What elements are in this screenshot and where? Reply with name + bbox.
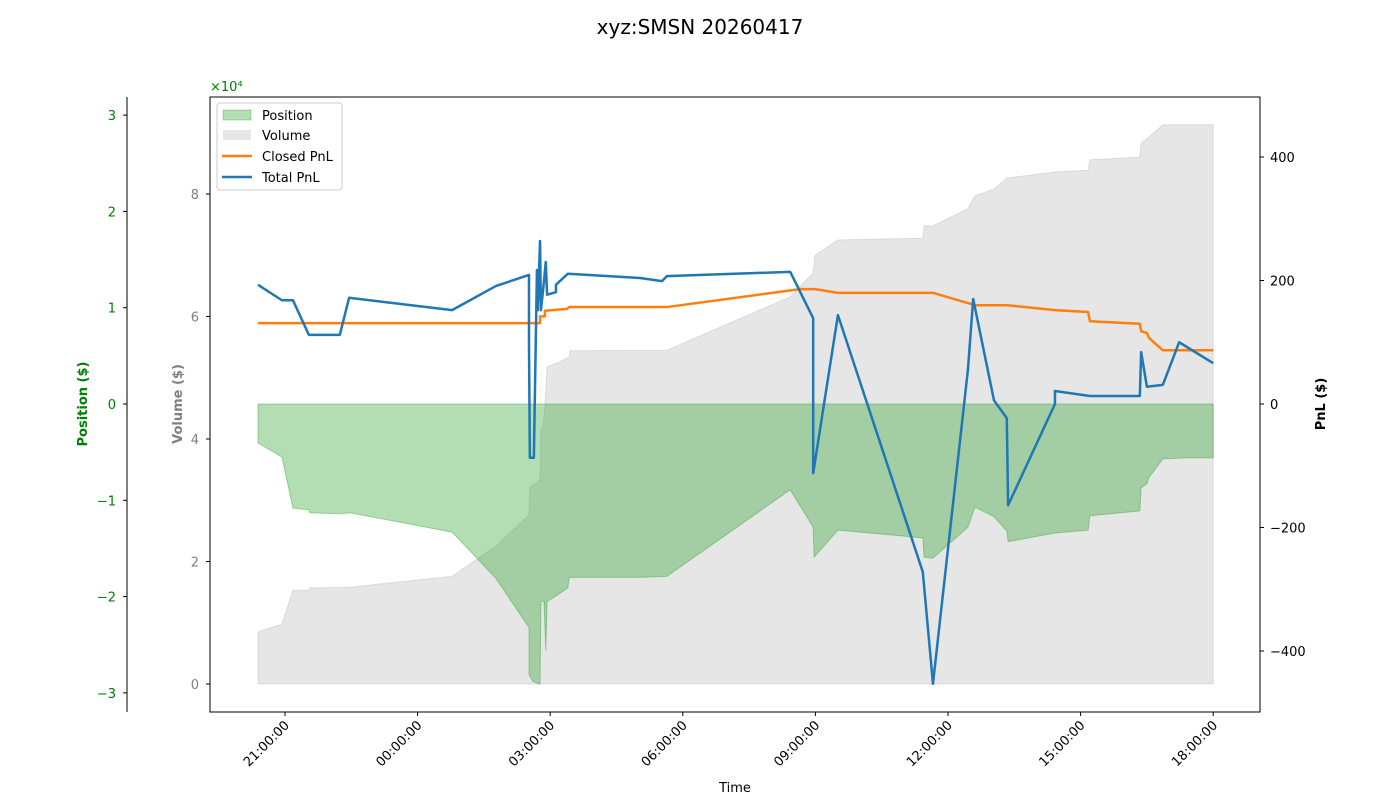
volume-tick-label: 0 xyxy=(191,678,199,693)
position-tick-label: −2 xyxy=(97,591,116,606)
legend: Position Volume Closed PnL Total PnL xyxy=(216,102,343,191)
volume-axis-label: Volume ($) xyxy=(171,364,186,444)
volume-area-layer xyxy=(257,124,1214,685)
legend-label-closed-pnl: Closed PnL xyxy=(262,150,334,165)
volume-tick-label: 6 xyxy=(191,311,199,326)
legend-swatch-position xyxy=(222,109,252,121)
position-tick-label: 3 xyxy=(108,109,116,124)
position-tick-label: 2 xyxy=(108,205,116,220)
volume-tick-label: 8 xyxy=(191,188,199,203)
pnl-lines-layer xyxy=(257,239,1214,685)
position-tick-label: 0 xyxy=(108,398,116,413)
pnl-axis-label: PnL ($) xyxy=(1314,378,1329,431)
volume-area xyxy=(257,124,1214,685)
position-area-layer xyxy=(257,403,1214,685)
legend-label-position: Position xyxy=(262,109,313,124)
closed-pnl-line xyxy=(258,287,1214,352)
x-tick-label: 09:00:00 xyxy=(771,718,823,770)
legend-label-volume: Volume xyxy=(262,129,310,144)
legend-box xyxy=(216,102,343,191)
volume-tick-label: 2 xyxy=(191,556,199,571)
x-tick-label: 06:00:00 xyxy=(639,718,691,770)
position-tick-label: −1 xyxy=(97,494,116,509)
pnl-tick-label: −200 xyxy=(1270,522,1306,537)
x-tick-label: 03:00:00 xyxy=(506,718,558,770)
chart-title: xyz:SMSN 20260417 xyxy=(597,15,804,39)
pnl-tick-label: 200 xyxy=(1270,275,1295,290)
legend-label-total-pnl: Total PnL xyxy=(261,171,320,186)
x-tick-label: 15:00:00 xyxy=(1037,718,1089,770)
position-tick-label: 1 xyxy=(108,302,116,317)
pnl-tick-label: 0 xyxy=(1270,398,1278,413)
x-tick-label: 12:00:00 xyxy=(904,718,956,770)
legend-swatch-volume xyxy=(223,130,251,140)
x-tick-label: 21:00:00 xyxy=(241,718,293,770)
volume-tick-label: 4 xyxy=(191,433,199,448)
position-multiplier: ×10⁴ xyxy=(210,80,243,95)
x-axis-label: Time xyxy=(718,781,751,796)
position-tick-label: −3 xyxy=(97,687,116,702)
total-pnl-line xyxy=(257,239,1214,685)
pnl-tick-label: 400 xyxy=(1270,151,1295,166)
position-axis-label: Position ($) xyxy=(76,362,91,447)
pnl-tick-label: −400 xyxy=(1270,645,1306,660)
x-tick-label: 18:00:00 xyxy=(1169,718,1221,770)
x-tick-label: 00:00:00 xyxy=(374,718,426,770)
position-area xyxy=(257,403,1214,685)
